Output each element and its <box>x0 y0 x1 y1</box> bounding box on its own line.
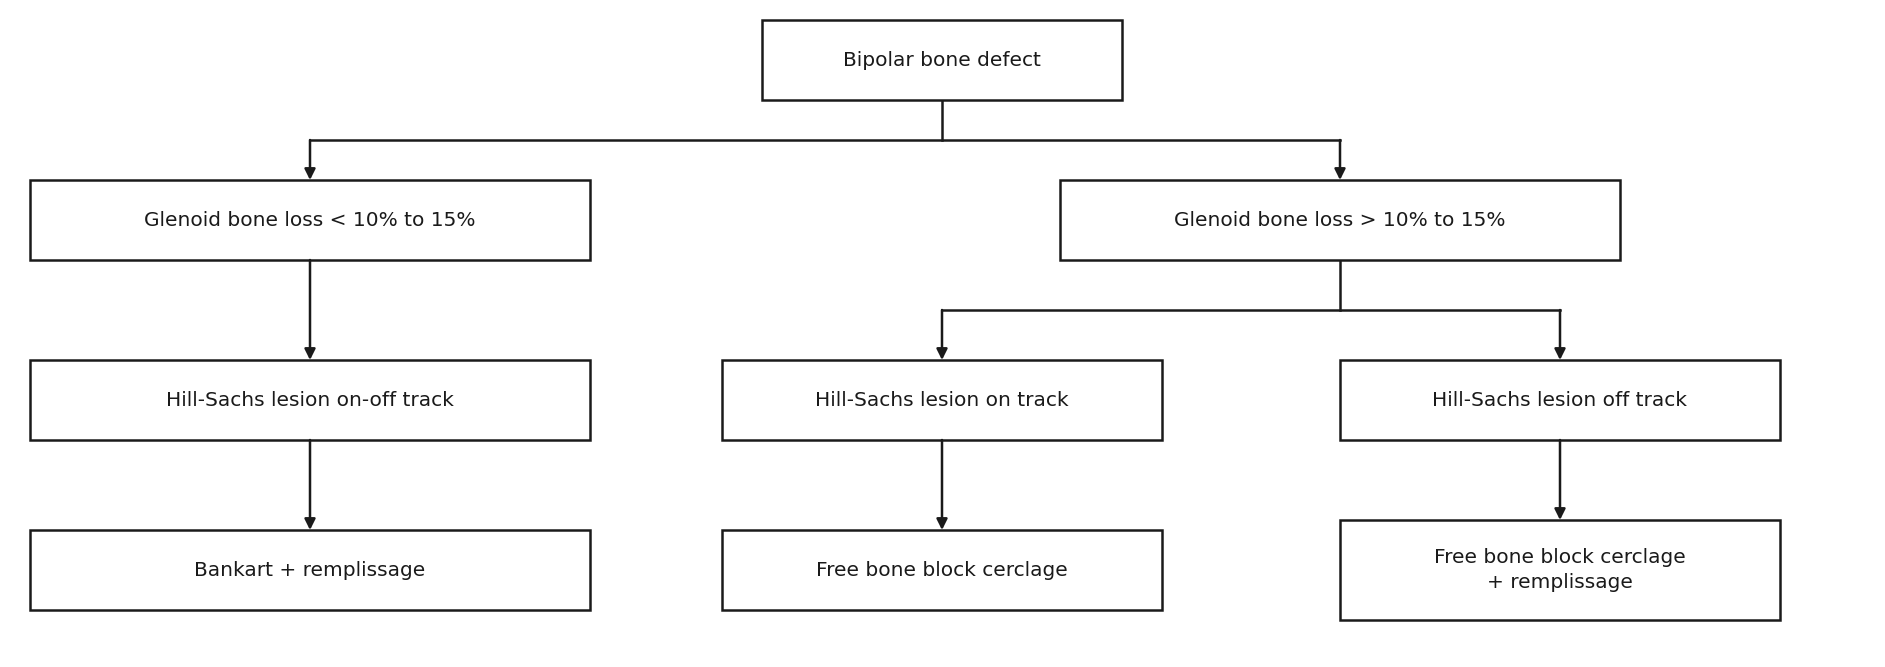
Bar <box>30 180 590 260</box>
Text: Bipolar bone defect: Bipolar bone defect <box>843 51 1041 69</box>
Bar <box>30 360 590 440</box>
Text: Hill-Sachs lesion on-off track: Hill-Sachs lesion on-off track <box>166 390 454 410</box>
Text: Bankart + remplissage: Bankart + remplissage <box>194 560 426 580</box>
Text: Free bone block cerclage: Free bone block cerclage <box>816 560 1069 580</box>
Text: Glenoid bone loss > 10% to 15%: Glenoid bone loss > 10% to 15% <box>1174 211 1506 229</box>
Bar <box>762 20 1122 100</box>
Bar <box>1059 180 1619 260</box>
Bar <box>722 360 1161 440</box>
Text: Glenoid bone loss < 10% to 15%: Glenoid bone loss < 10% to 15% <box>145 211 475 229</box>
Bar <box>30 530 590 610</box>
Bar <box>1340 360 1779 440</box>
Bar <box>1340 520 1779 620</box>
Bar <box>722 530 1161 610</box>
Text: Free bone block cerclage
+ remplissage: Free bone block cerclage + remplissage <box>1434 548 1685 592</box>
Text: Hill-Sachs lesion off track: Hill-Sachs lesion off track <box>1433 390 1687 410</box>
Text: Hill-Sachs lesion on track: Hill-Sachs lesion on track <box>814 390 1069 410</box>
